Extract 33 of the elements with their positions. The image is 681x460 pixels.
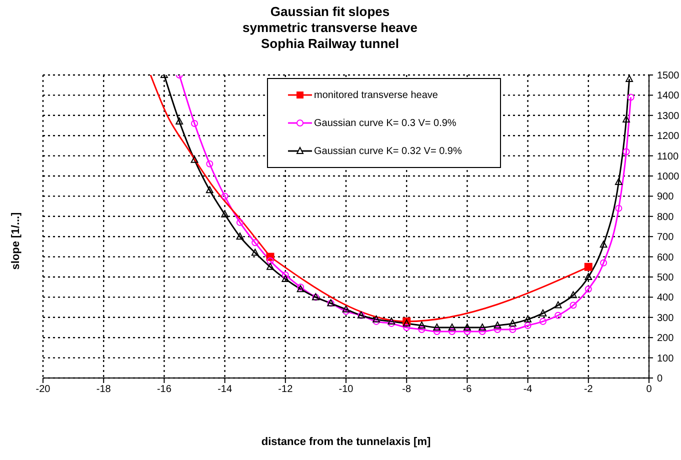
x-axis-title: distance from the tunnelaxis [m] bbox=[260, 436, 432, 448]
y-tick-label: 600 bbox=[657, 252, 674, 264]
y-tick-label: 700 bbox=[657, 232, 674, 244]
y-axis-title: slope [1/...] bbox=[10, 212, 22, 270]
legend-label: Gaussian curve K= 0.32 V= 0.9% bbox=[314, 146, 462, 156]
x-tick-label: -14 bbox=[218, 384, 232, 396]
legend-label: monitored transverse heave bbox=[314, 90, 438, 100]
y-tick-label: 200 bbox=[657, 333, 674, 344]
x-tick-label: -16 bbox=[156, 384, 172, 396]
y-tick-label: 1400 bbox=[657, 90, 680, 102]
chart-title: Gaussian fit slopes symmetric transverse heave Sophia Railway tunnel bbox=[242, 4, 418, 52]
x-tick-label: 0 bbox=[646, 384, 652, 396]
x-tick-label: -2 bbox=[584, 384, 594, 396]
x-tick-label: -18 bbox=[96, 384, 112, 396]
y-tick-label: 900 bbox=[657, 192, 674, 203]
y-tick-label: 500 bbox=[657, 272, 674, 284]
x-tick-label: -6 bbox=[462, 384, 472, 396]
y-tick-label: 1000 bbox=[657, 172, 680, 182]
x-tick-label: -4 bbox=[523, 384, 533, 396]
x-tick-label: -8 bbox=[402, 384, 412, 396]
y-tick-label: 800 bbox=[657, 212, 674, 223]
y-tick-label: 300 bbox=[657, 312, 674, 324]
x-tick-label: -10 bbox=[338, 384, 354, 396]
y-tick-label: 0 bbox=[657, 374, 663, 384]
y-tick-label: 1500 bbox=[657, 70, 680, 82]
legend-label: Gaussian curve K= 0.3 V= 0.9% bbox=[314, 118, 456, 128]
y-tick-label: 100 bbox=[657, 353, 674, 364]
y-tick-label: 400 bbox=[657, 292, 674, 304]
x-tick-label: -12 bbox=[278, 384, 294, 396]
y-tick-label: 1200 bbox=[657, 131, 680, 142]
y-tick-label: 1300 bbox=[657, 110, 680, 122]
y-tick-label: 1100 bbox=[657, 151, 679, 162]
x-tick-label: -20 bbox=[36, 384, 51, 396]
